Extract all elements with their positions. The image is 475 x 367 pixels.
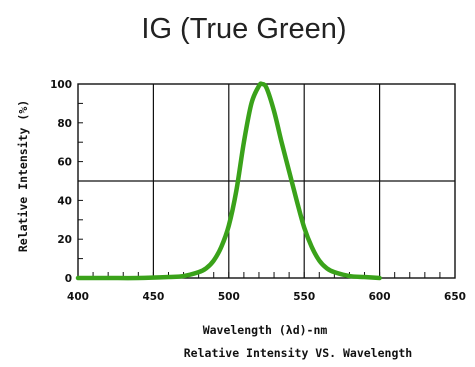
y-tick-label: 20 bbox=[57, 234, 72, 246]
y-tick-label: 60 bbox=[57, 157, 72, 169]
series-line bbox=[75, 81, 382, 281]
grid bbox=[78, 84, 455, 278]
x-tick-label: 650 bbox=[444, 291, 466, 303]
y-tick-label: 100 bbox=[50, 79, 72, 91]
y-tick-label: 0 bbox=[65, 273, 72, 285]
chart-caption: Relative Intensity VS. Wavelength bbox=[184, 346, 413, 360]
y-tick-label: 80 bbox=[57, 118, 72, 130]
x-tick-label: 450 bbox=[142, 291, 164, 303]
x-tick-label: 500 bbox=[218, 291, 240, 303]
chart-title: IG (True Green) bbox=[141, 13, 346, 45]
x-tick-labels: 400 450 500 550 600 650 bbox=[67, 291, 466, 303]
y-axis-label: Relative Intensity (%) bbox=[16, 100, 30, 252]
x-axis-label: Wavelength (λd)-nm bbox=[203, 323, 328, 337]
x-tick-label: 550 bbox=[293, 291, 315, 303]
x-tick-label: 600 bbox=[369, 291, 391, 303]
y-tick-label: 40 bbox=[57, 195, 72, 207]
x-tick-label: 400 bbox=[67, 291, 89, 303]
y-tick-labels: 0 20 40 60 80 100 bbox=[50, 79, 72, 285]
